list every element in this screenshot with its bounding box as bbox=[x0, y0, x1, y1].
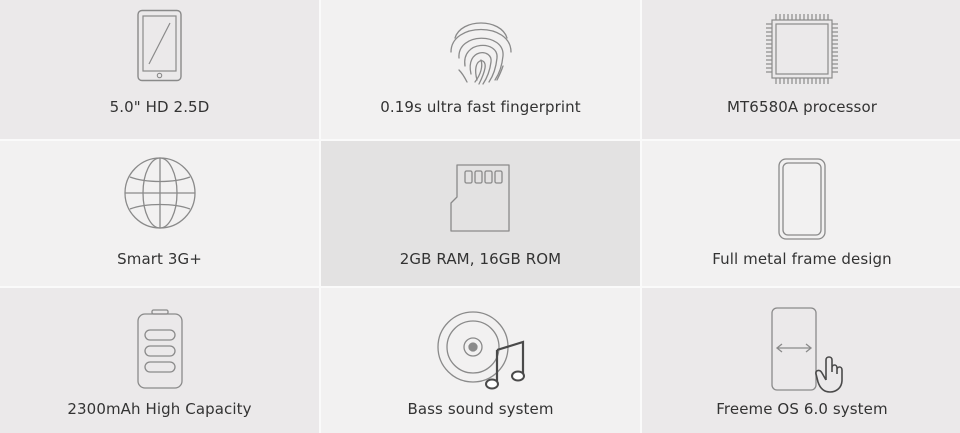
feature-label: Freeme OS 6.0 system bbox=[716, 400, 888, 418]
feature-tile-network: Smart 3G+ bbox=[0, 141, 319, 286]
speaker-music-icon bbox=[435, 310, 527, 390]
globe-icon bbox=[122, 155, 198, 231]
feature-tile-battery: 2300mAh High Capacity bbox=[0, 288, 319, 433]
processor-chip-icon bbox=[762, 12, 842, 86]
feature-tile-processor: MT6580A processor bbox=[642, 0, 960, 139]
phone-diagonal-icon bbox=[136, 9, 184, 83]
feature-tile-fingerprint: 0.19s ultra fast fingerprint bbox=[321, 0, 640, 139]
memory-card-icon bbox=[447, 161, 515, 235]
feature-label: Bass sound system bbox=[407, 400, 554, 418]
phone-frame-icon bbox=[777, 157, 827, 241]
fingerprint-icon bbox=[441, 8, 521, 88]
phone-swipe-hand-icon bbox=[770, 306, 846, 394]
feature-label: Full metal frame design bbox=[712, 250, 892, 268]
battery-icon bbox=[135, 308, 185, 390]
feature-tile-display: 5.0" HD 2.5D bbox=[0, 0, 319, 139]
feature-label: 2300mAh High Capacity bbox=[67, 400, 252, 418]
feature-tile-sound: Bass sound system bbox=[321, 288, 640, 433]
feature-label: Smart 3G+ bbox=[117, 250, 202, 268]
feature-tile-os: Freeme OS 6.0 system bbox=[642, 288, 960, 433]
feature-tile-memory: 2GB RAM, 16GB ROM bbox=[321, 141, 640, 286]
feature-label: 5.0" HD 2.5D bbox=[109, 98, 210, 116]
feature-tile-metal-frame: Full metal frame design bbox=[642, 141, 960, 286]
feature-label: 0.19s ultra fast fingerprint bbox=[380, 98, 581, 116]
feature-label: MT6580A processor bbox=[727, 98, 877, 116]
feature-label: 2GB RAM, 16GB ROM bbox=[399, 250, 562, 268]
